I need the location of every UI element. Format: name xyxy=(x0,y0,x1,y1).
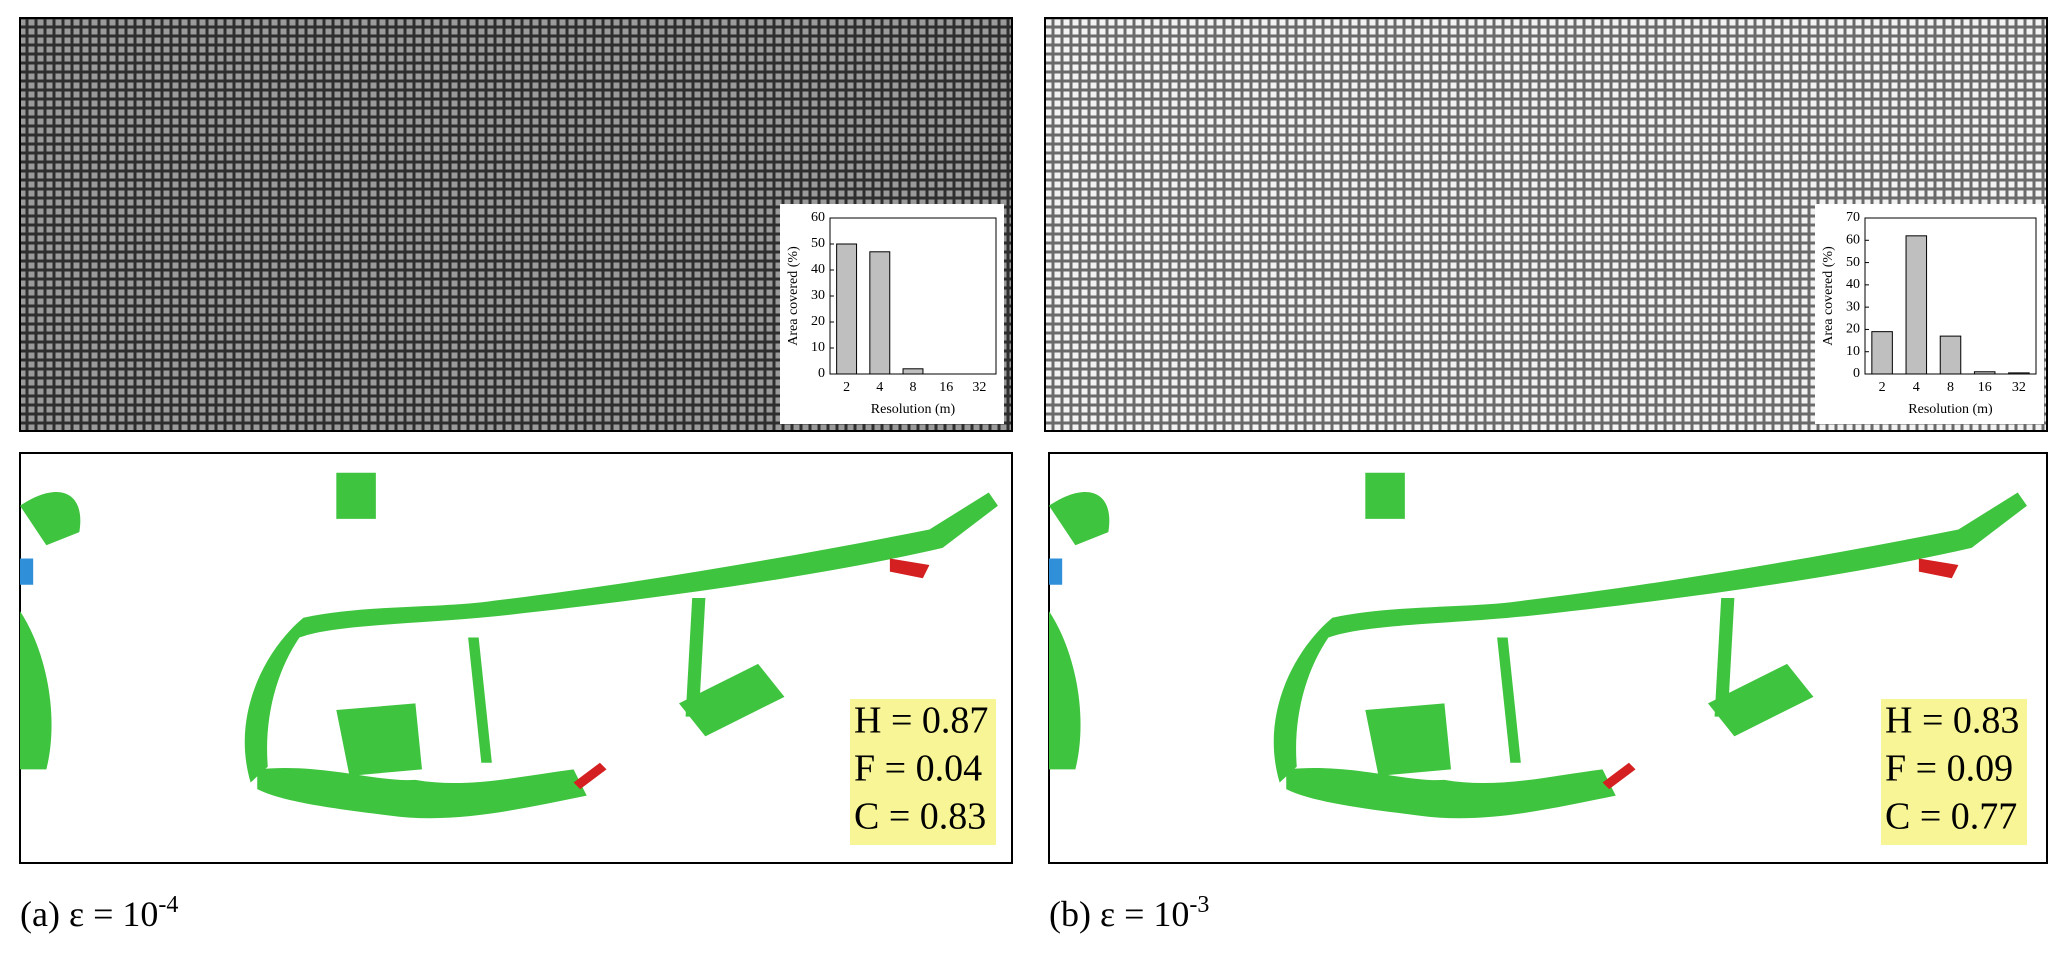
stats-box xyxy=(850,699,996,845)
caption-exponent: -3 xyxy=(1189,892,1209,918)
y-tick-label: 60 xyxy=(1846,233,1860,248)
bar xyxy=(1871,331,1893,375)
y-tick-label: 20 xyxy=(1846,322,1860,337)
bar xyxy=(1939,335,1962,375)
y-tick-label: 10 xyxy=(1846,344,1860,359)
stat-value: F = 0.04 xyxy=(854,748,982,790)
stats-box xyxy=(1881,699,2027,845)
y-tick-label: 40 xyxy=(1846,277,1860,292)
flood-map xyxy=(1048,452,2048,864)
inset-background xyxy=(780,204,1004,424)
y-tick-label: 50 xyxy=(1846,255,1860,270)
inset-background xyxy=(1815,204,2044,424)
y-tick-label: 50 xyxy=(811,236,825,251)
caption-text: (a) ε = 10 xyxy=(20,894,158,934)
x-axis-label: Resolution (m) xyxy=(871,402,956,417)
caption: (b) ε = 10-3 xyxy=(1049,892,1209,935)
stat-value: H = 0.87 xyxy=(854,700,988,742)
caption-exponent: -4 xyxy=(158,892,178,918)
y-tick-label: 60 xyxy=(811,210,825,225)
x-tick-label: 8 xyxy=(910,380,917,395)
bar xyxy=(836,243,858,375)
bar xyxy=(902,368,924,375)
x-tick-label: 32 xyxy=(972,380,986,395)
stat-value: C = 0.77 xyxy=(1885,796,2017,838)
y-axis-label: Area covered (%) xyxy=(1821,246,1836,346)
stat-value: C = 0.83 xyxy=(854,796,986,838)
flood-map xyxy=(19,452,1013,864)
x-tick-label: 8 xyxy=(1947,380,1954,395)
y-tick-label: 10 xyxy=(811,340,825,355)
y-axis-label: Area covered (%) xyxy=(786,246,801,346)
y-tick-label: 30 xyxy=(811,288,825,303)
y-tick-label: 30 xyxy=(1846,299,1860,314)
x-tick-label: 32 xyxy=(2012,380,2026,395)
y-tick-label: 0 xyxy=(818,366,825,381)
x-tick-label: 2 xyxy=(843,380,850,395)
x-tick-label: 16 xyxy=(939,380,953,395)
y-tick-label: 20 xyxy=(811,314,825,329)
x-tick-label: 16 xyxy=(1978,380,1992,395)
stat-value: H = 0.83 xyxy=(1885,700,2019,742)
x-axis-label: Resolution (m) xyxy=(1908,402,1993,417)
caption-text: (b) ε = 10 xyxy=(1049,894,1189,934)
y-tick-label: 40 xyxy=(811,262,825,277)
y-tick-label: 70 xyxy=(1846,210,1860,225)
bar xyxy=(1973,371,1996,375)
bar xyxy=(1905,235,1928,375)
caption: (a) ε = 10-4 xyxy=(20,892,178,935)
x-tick-label: 2 xyxy=(1879,380,1886,395)
stat-value: F = 0.09 xyxy=(1885,748,2013,790)
x-tick-label: 4 xyxy=(876,380,883,395)
bar xyxy=(869,251,891,375)
bar xyxy=(2008,372,2030,375)
y-tick-label: 0 xyxy=(1853,366,1860,381)
x-tick-label: 4 xyxy=(1913,380,1920,395)
